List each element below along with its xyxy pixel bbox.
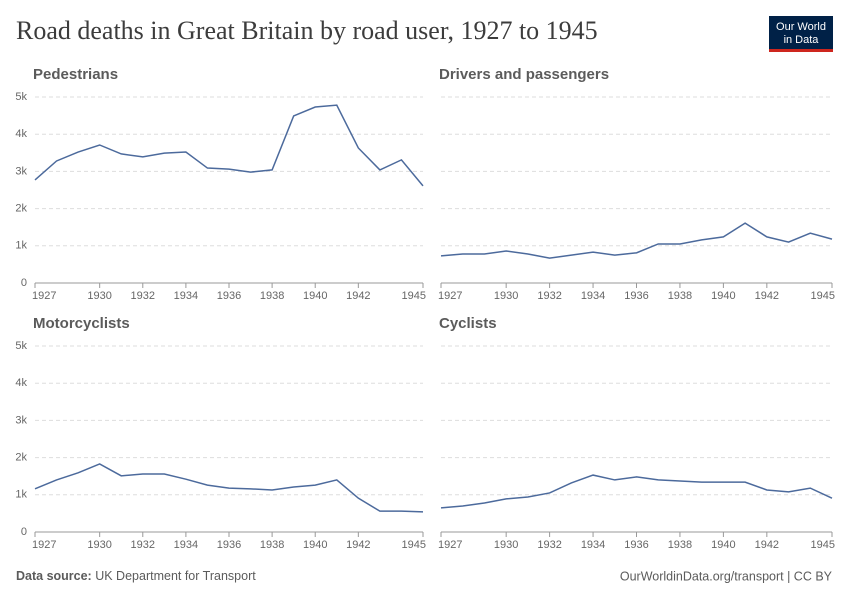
x-tick-label: 1932 [131, 539, 155, 551]
credit: OurWorldinData.org/transport | CC BY [620, 569, 833, 583]
logo-bar [769, 49, 833, 52]
x-tick-label: 1938 [260, 290, 284, 302]
data-line [440, 474, 833, 509]
source-text: UK Department for Transport [95, 569, 256, 583]
data-line [34, 104, 424, 187]
x-tick-label: 1938 [260, 539, 284, 551]
x-tick-label: 1936 [624, 539, 648, 551]
x-tick-label: 1932 [537, 290, 561, 302]
x-tick-label: 1927 [32, 539, 56, 551]
source: Data source: UK Department for Transport [16, 569, 256, 583]
x-tick-label: 1930 [87, 539, 111, 551]
x-tick-label: 1942 [755, 539, 779, 551]
logo-text: in Data [784, 34, 820, 46]
x-tick-label: 1945 [402, 539, 426, 551]
panel-title: Cyclists [439, 315, 497, 332]
x-tick-label: 1936 [217, 290, 241, 302]
x-tick-label: 1940 [711, 539, 735, 551]
y-tick-label: 3k [15, 165, 27, 177]
x-tick-label: 1930 [494, 539, 518, 551]
x-tick-label: 1927 [438, 539, 462, 551]
x-tick-label: 1932 [131, 290, 155, 302]
x-tick-label: 1945 [402, 290, 426, 302]
x-tick-label: 1930 [87, 290, 111, 302]
y-tick-label: 5k [15, 340, 27, 352]
x-tick-label: 1940 [303, 539, 327, 551]
x-tick-label: 1934 [581, 290, 605, 302]
y-tick-label: 4k [15, 128, 27, 140]
x-tick-label: 1932 [537, 539, 561, 551]
y-tick-label: 1k [15, 489, 27, 501]
y-tick-label: 2k [15, 452, 27, 464]
x-tick-label: 1942 [346, 290, 370, 302]
x-tick-label: 1936 [624, 290, 648, 302]
panel-title: Drivers and passengers [439, 66, 609, 83]
x-tick-label: 1940 [303, 290, 327, 302]
x-tick-label: 1934 [174, 290, 198, 302]
y-tick-label: 3k [15, 414, 27, 426]
x-tick-label: 1934 [581, 539, 605, 551]
x-tick-label: 1945 [811, 290, 835, 302]
source-label: Data source: [16, 569, 92, 583]
x-tick-label: 1930 [494, 290, 518, 302]
data-line [440, 222, 833, 259]
logo-text: Our World [776, 21, 826, 33]
data-line [34, 463, 424, 513]
logo-box [769, 16, 833, 52]
x-tick-label: 1927 [438, 290, 462, 302]
y-tick-label: 5k [15, 91, 27, 103]
x-tick-label: 1938 [668, 539, 692, 551]
x-tick-label: 1940 [711, 290, 735, 302]
x-tick-label: 1934 [174, 539, 198, 551]
panel-title: Motorcyclists [33, 315, 130, 332]
x-tick-label: 1936 [217, 539, 241, 551]
y-tick-label: 2k [15, 203, 27, 215]
chart-title: Road deaths in Great Britain by road use… [16, 16, 598, 45]
x-tick-label: 1927 [32, 290, 56, 302]
x-tick-label: 1938 [668, 290, 692, 302]
x-tick-label: 1942 [346, 539, 370, 551]
y-tick-label: 1k [15, 240, 27, 252]
y-tick-label: 0 [21, 277, 27, 289]
y-tick-label: 4k [15, 377, 27, 389]
x-tick-label: 1942 [755, 290, 779, 302]
y-tick-label: 0 [21, 526, 27, 538]
panel-title: Pedestrians [33, 66, 118, 83]
x-tick-label: 1945 [811, 539, 835, 551]
